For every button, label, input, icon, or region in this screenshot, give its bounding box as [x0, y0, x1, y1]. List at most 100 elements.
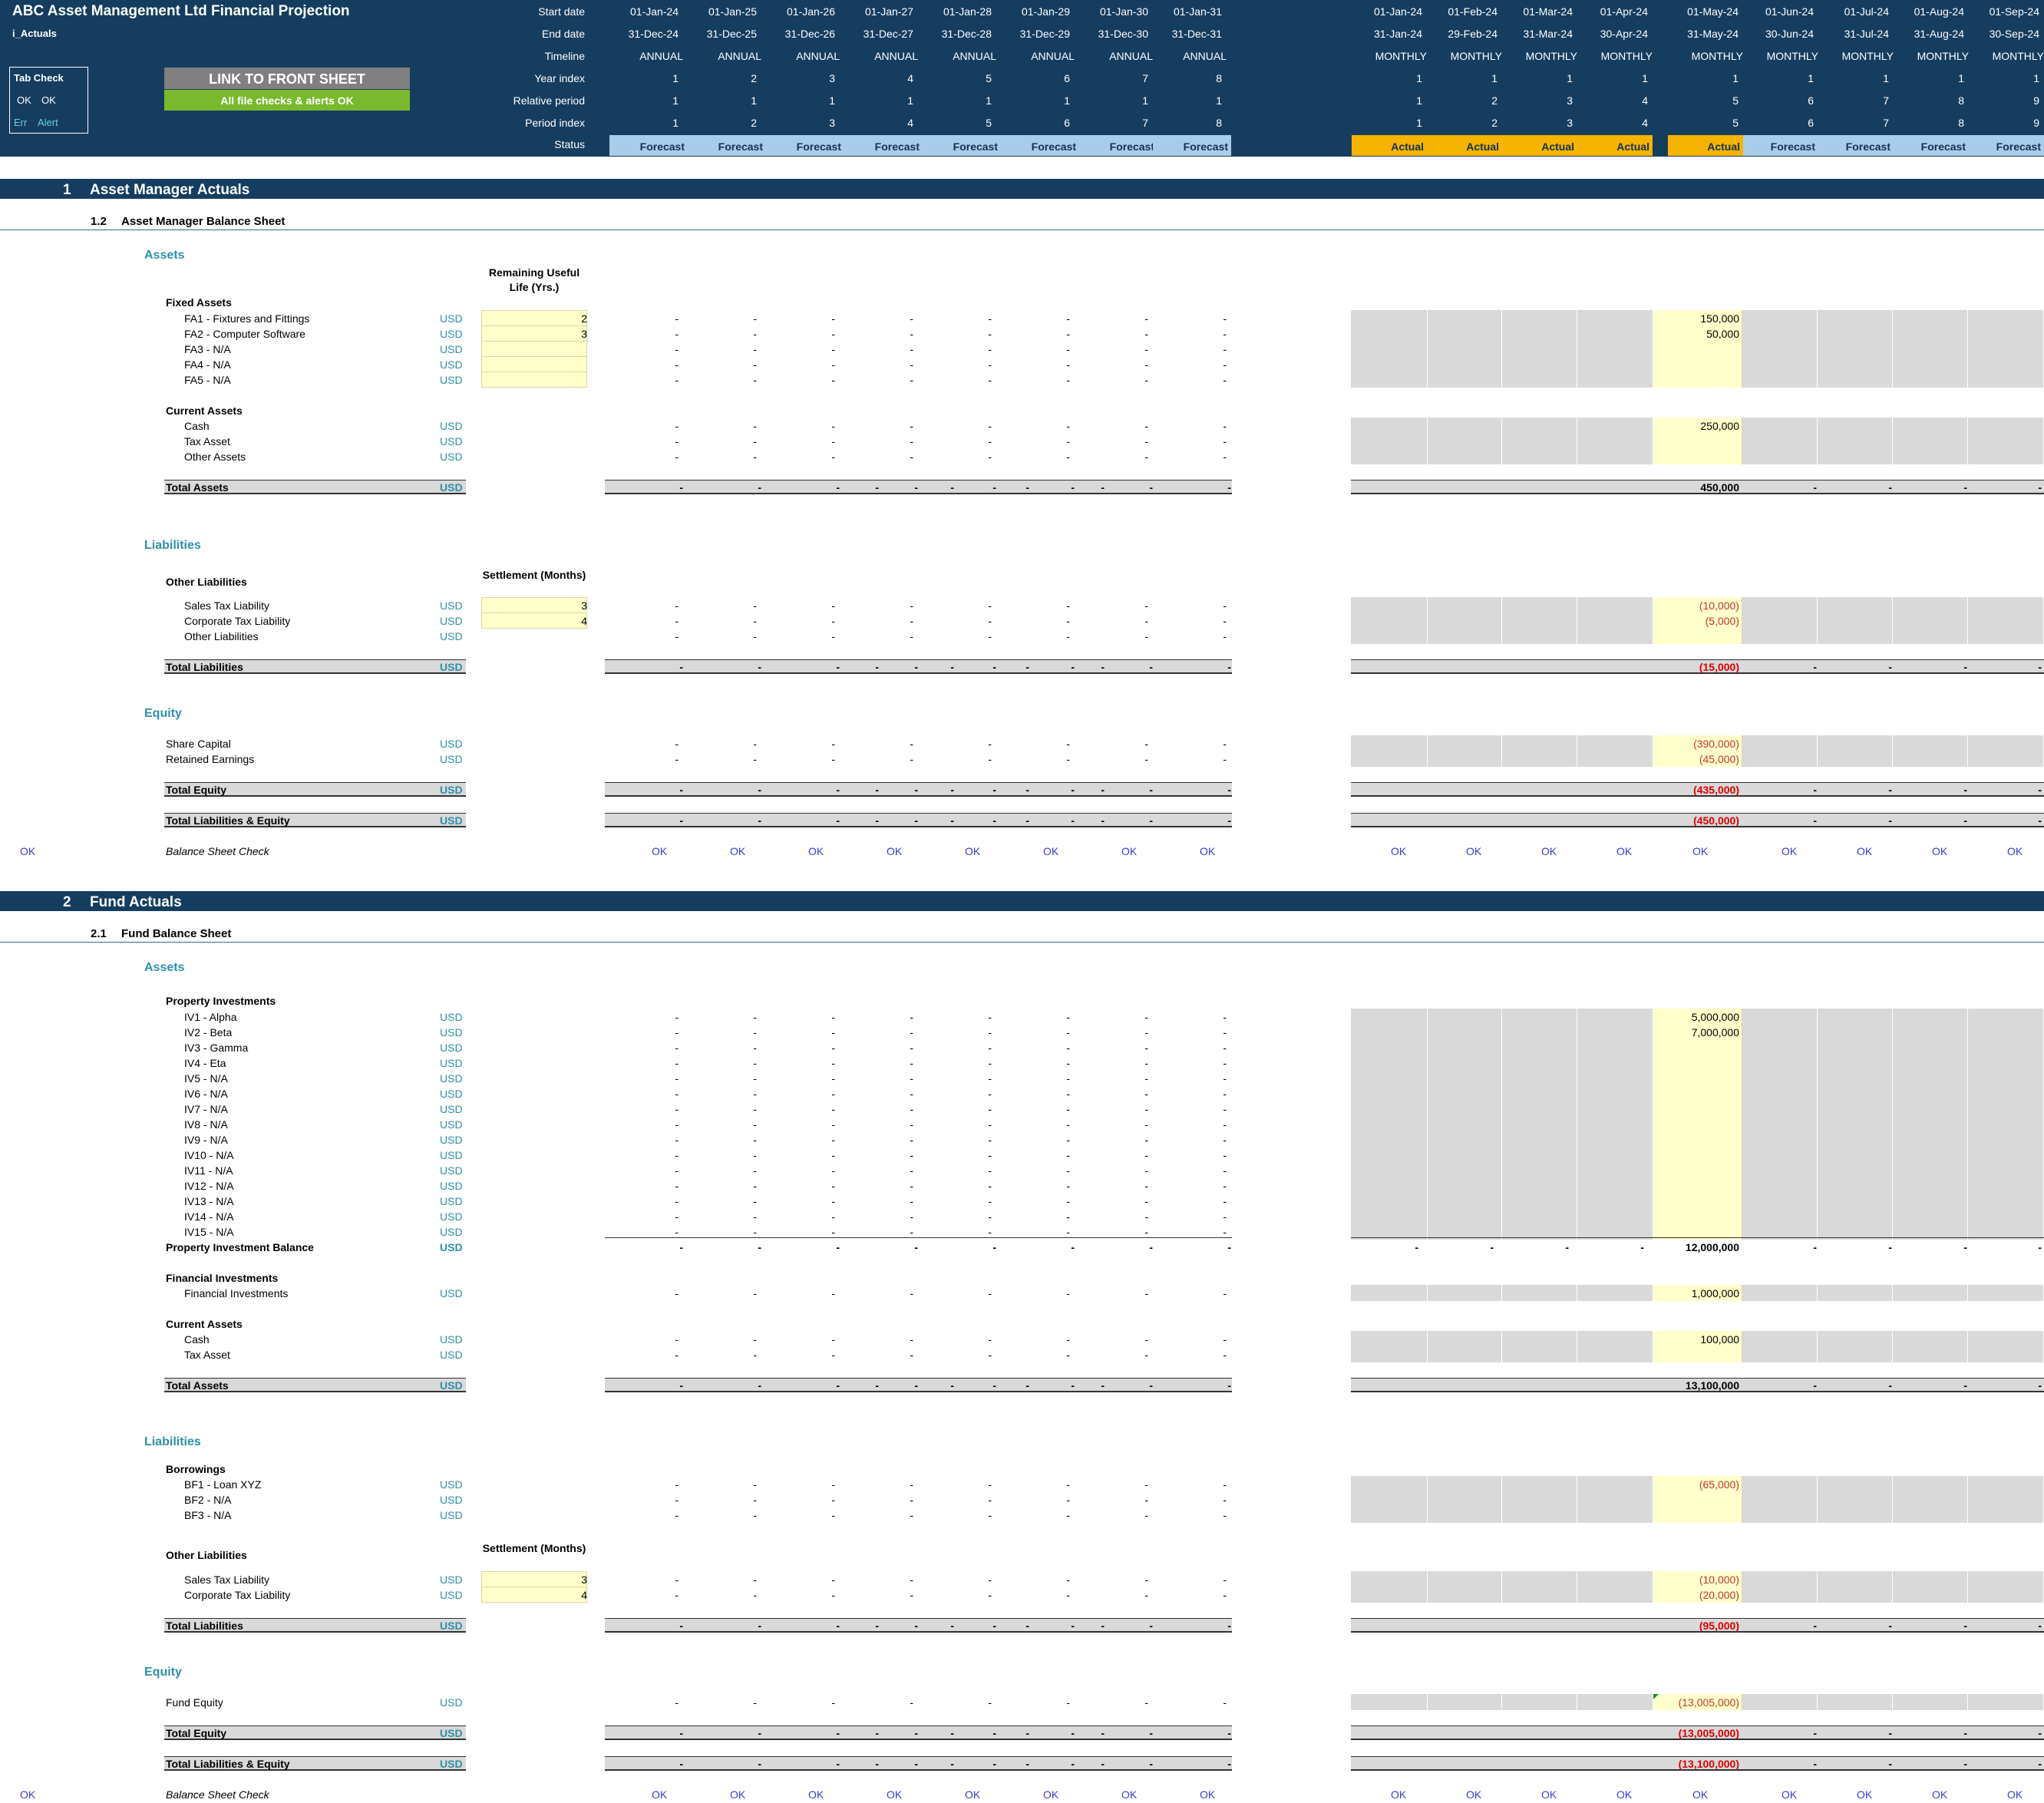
- grid-ol1-7: [1893, 628, 1968, 644]
- annual-ta1-3: -: [914, 481, 918, 494]
- grid-iv7-4: [1653, 1101, 1742, 1117]
- grid-fi-7: [1893, 1285, 1968, 1301]
- annual-status-0: Forecast: [609, 135, 688, 156]
- monthly-status-3: Actual: [1577, 135, 1653, 156]
- monthly-end-1: 29-Feb-24: [1448, 28, 1498, 40]
- annual-idx-0: 1: [672, 117, 679, 129]
- annual-re1-1: -: [753, 753, 757, 765]
- grid-iv5-3: [1577, 1070, 1653, 1086]
- annual-stl2-4: -: [988, 1573, 992, 1586]
- monthly-tl2-2: -: [1025, 1620, 1029, 1632]
- row-label-pib: Property Investment Balance: [166, 1241, 314, 1253]
- annual-tl2-0: -: [679, 1620, 683, 1632]
- may-tle1: (450,000): [1693, 814, 1739, 827]
- monthly-pib-2: -: [1565, 1241, 1569, 1253]
- input-value-ctl1[interactable]: 4: [581, 615, 587, 627]
- row-currency-fa3: USD: [440, 343, 463, 355]
- annual-tl1-2: -: [836, 661, 840, 673]
- grid-fa1-7: [1893, 310, 1968, 326]
- annual-iv5-1: -: [753, 1072, 757, 1085]
- grid-re1-1: [1428, 751, 1502, 767]
- link-to-front-sheet-button[interactable]: LINK TO FRONT SHEET: [164, 68, 410, 89]
- monthly-timeline-4: MONTHLY: [1691, 50, 1743, 62]
- row-label-iv9: IV9 - N/A: [184, 1134, 228, 1146]
- row-label-iv4: IV4 - Eta: [184, 1057, 226, 1069]
- input-value-fa1[interactable]: 2: [581, 312, 587, 325]
- input-value-ctl2[interactable]: 4: [581, 1589, 587, 1601]
- comment-marker-icon[interactable]: [1653, 1694, 1659, 1699]
- total-bar-annual-ta1: [605, 480, 1232, 494]
- input-value-fa2[interactable]: 3: [581, 328, 587, 340]
- monthly-tle2-1: -: [950, 1758, 954, 1770]
- annual-iv15-1: -: [753, 1226, 757, 1238]
- monthly-fc-te2-3: -: [2038, 1727, 2042, 1739]
- row-label-ctl1: Corporate Tax Liability: [184, 615, 291, 627]
- may-fi: 1,000,000: [1691, 1287, 1739, 1299]
- row-label-iv13: IV13 - N/A: [184, 1195, 234, 1207]
- total-bar-label-tle2: [164, 1756, 466, 1771]
- grid-fa2-7: [1893, 325, 1968, 342]
- grid-ctl1-5: [1742, 613, 1818, 629]
- annual-status-7: Forecast: [1153, 135, 1231, 156]
- annual-year-7: 8: [1216, 72, 1222, 84]
- annual-iv11-3: -: [910, 1164, 913, 1177]
- grid-fa4-2: [1502, 356, 1577, 372]
- grid-cash1-0: [1351, 418, 1428, 434]
- s1-check-annual-ok-4: OK: [965, 845, 981, 857]
- monthly-rel-6: 7: [1883, 94, 1889, 107]
- annual-iv2-2: -: [831, 1026, 835, 1039]
- annual-fe-6: -: [1144, 1696, 1148, 1709]
- annual-year-1: 2: [751, 72, 757, 84]
- grid-iv5-2: [1502, 1070, 1577, 1086]
- row-label-iv7: IV7 - N/A: [184, 1103, 228, 1115]
- annual-iv5-6: -: [1144, 1072, 1148, 1085]
- grid-iv10-8: [1968, 1147, 2044, 1163]
- annual-iv8-7: -: [1223, 1118, 1227, 1131]
- row-label-iv15: IV15 - N/A: [184, 1226, 234, 1238]
- total-bar-label-ta1: [164, 480, 466, 494]
- s1-current-assets-heading: Current Assets: [166, 405, 243, 417]
- annual-iv5-7: -: [1223, 1072, 1227, 1085]
- monthly-fc-tl1-2: -: [1963, 661, 1967, 673]
- monthly-fc-te2-1: -: [1888, 1727, 1892, 1739]
- grid-ol1-0: [1351, 628, 1428, 644]
- annual-start-4: 01-Jan-28: [943, 5, 992, 18]
- annual-iv6-4: -: [988, 1088, 992, 1100]
- input-value-stl1[interactable]: 3: [581, 599, 587, 612]
- row-currency-iv4: USD: [440, 1057, 463, 1069]
- grid-fa2-6: [1818, 325, 1893, 342]
- row-currency-fa4: USD: [440, 358, 463, 371]
- annual-iv8-3: -: [910, 1118, 913, 1131]
- annual-tle2-3: -: [914, 1758, 918, 1770]
- total-bar-monthly-ta1: [1351, 480, 2044, 494]
- annual-tax2-2: -: [831, 1349, 835, 1361]
- total-bar-label-te2: [164, 1725, 466, 1740]
- monthly-year-5: 1: [1808, 72, 1814, 84]
- annual-tl2-4: -: [992, 1620, 996, 1632]
- grid-cash1-4: [1653, 418, 1742, 434]
- grid-stl1-3: [1577, 597, 1653, 613]
- annual-iv15-6: -: [1144, 1226, 1148, 1238]
- annual-ctl2-6: -: [1144, 1589, 1148, 1601]
- tab-check-title: Tab Check: [14, 72, 64, 84]
- annual-fa3-0: -: [675, 343, 679, 355]
- grid-iv2-1: [1428, 1024, 1502, 1040]
- grid-iv13-0: [1351, 1193, 1428, 1209]
- header-row-label-timeline: Timeline: [544, 50, 585, 62]
- annual-te2-7: -: [1227, 1727, 1231, 1739]
- monthly-fc-tl2-0: -: [1813, 1620, 1817, 1632]
- input-value-stl2[interactable]: 3: [581, 1573, 587, 1586]
- annual-iv8-2: -: [831, 1118, 835, 1131]
- monthly-fc-ta2-2: -: [1963, 1379, 1967, 1392]
- annual-stl1-5: -: [1066, 599, 1070, 612]
- row-label-bf1: BF1 - Loan XYZ: [184, 1478, 262, 1491]
- row-currency-iv8: USD: [440, 1118, 463, 1131]
- annual-start-7: 01-Jan-31: [1173, 5, 1222, 18]
- grid-iv5-8: [1968, 1070, 2044, 1086]
- monthly-fc-tle2-3: -: [2038, 1758, 2042, 1770]
- annual-pib-0: -: [679, 1241, 683, 1253]
- monthly-ta2-3: -: [1101, 1379, 1105, 1392]
- monthly-timeline-1: MONTHLY: [1450, 50, 1502, 62]
- row-label-stl2: Sales Tax Liability: [184, 1573, 270, 1586]
- annual-tle2-0: -: [679, 1758, 683, 1770]
